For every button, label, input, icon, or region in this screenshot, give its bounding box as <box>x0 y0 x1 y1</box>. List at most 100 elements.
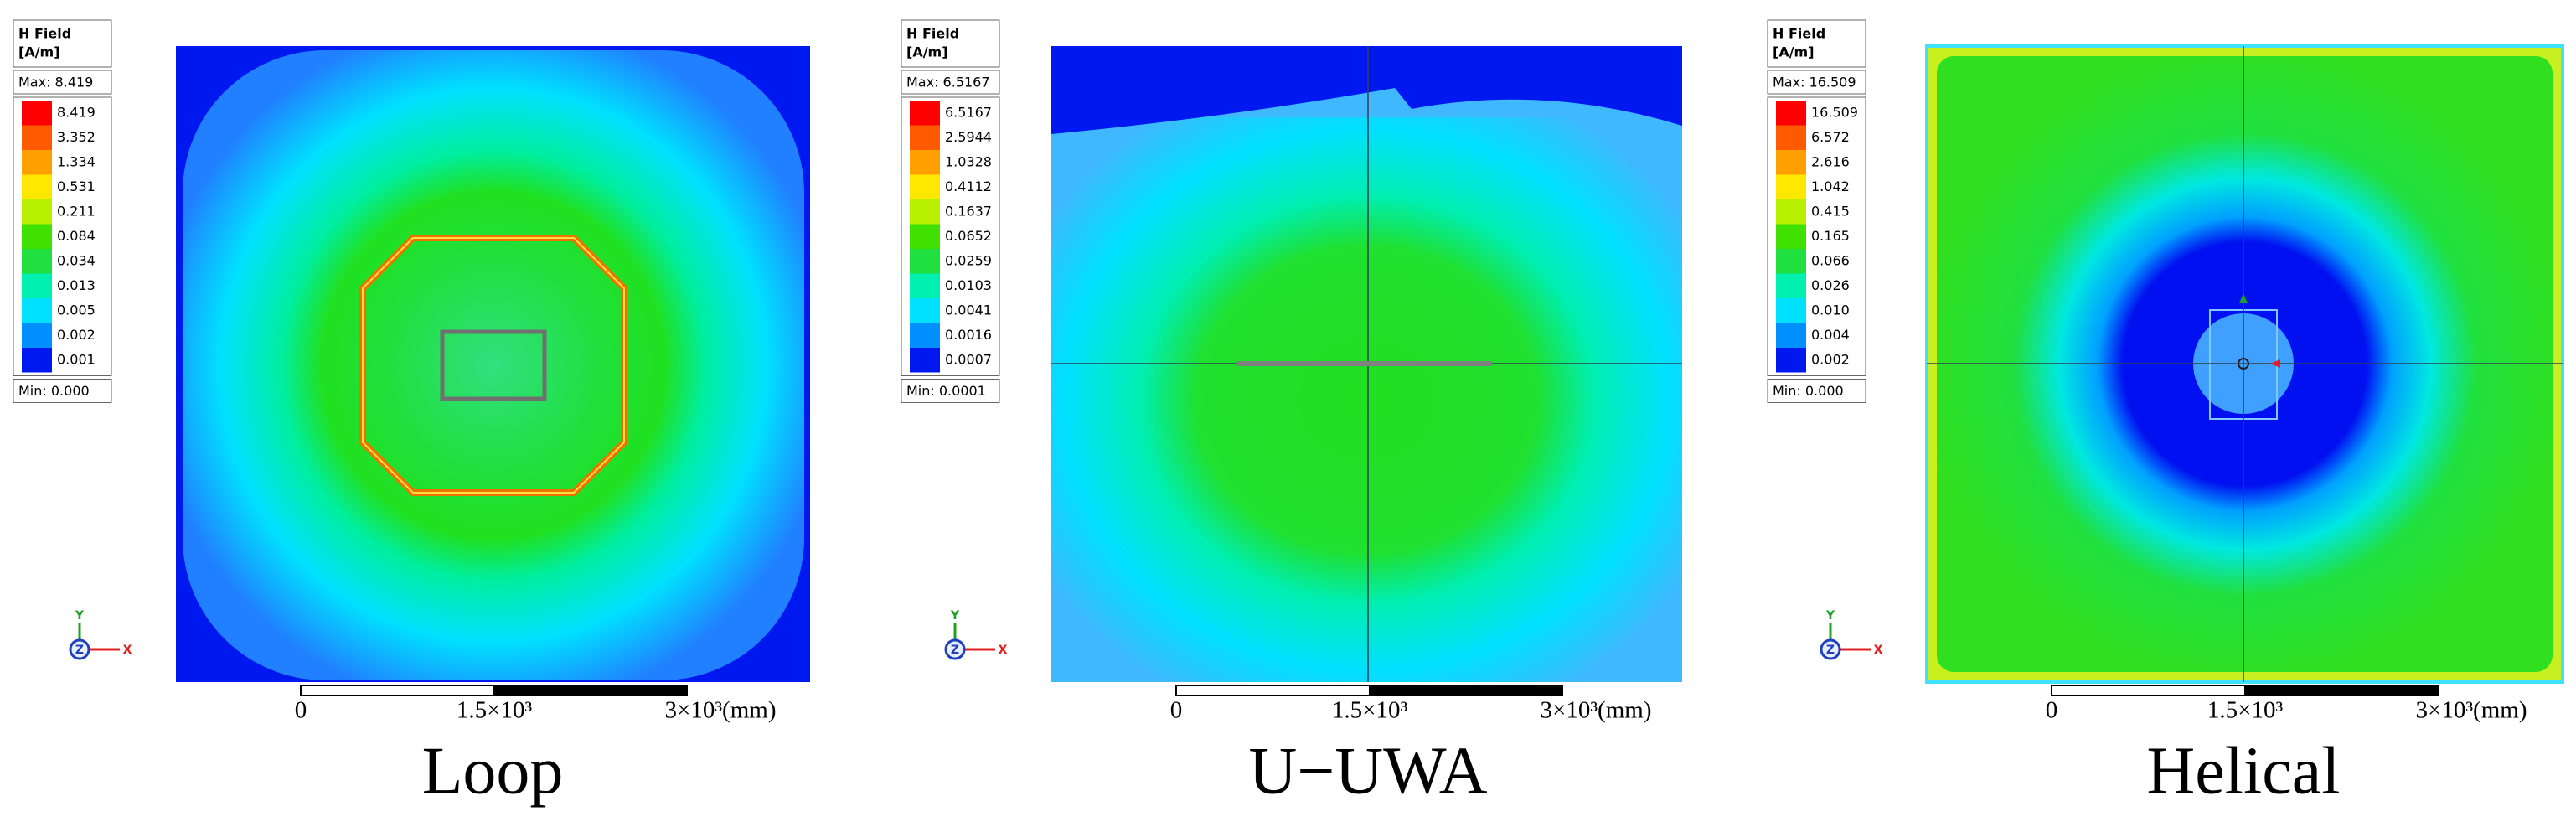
legend-level: 0.0016 <box>945 327 992 343</box>
legend-swatch <box>910 150 940 175</box>
legend-min: Min: 0.0001 <box>906 383 986 399</box>
legend-swatch <box>22 101 52 126</box>
legend-level: 0.4112 <box>945 178 992 194</box>
legend-max: Max: 16.509 <box>1773 75 1856 90</box>
legend-level: 0.0652 <box>945 228 992 244</box>
legend-level: 1.0328 <box>945 153 992 169</box>
legend-min-box <box>1767 379 1866 403</box>
legend-swatch <box>22 249 52 274</box>
legend-min: Min: 0.000 <box>1773 383 1844 399</box>
legend-level: 16.509 <box>1811 104 1858 120</box>
legend-level: 0.165 <box>1811 228 1850 244</box>
scale-label: 0 <box>2046 697 2058 724</box>
axis-label: X <box>123 644 132 657</box>
caption: U−UWA <box>1248 734 1487 808</box>
legend-level: 1.334 <box>57 153 96 169</box>
legend-swatch <box>910 199 940 225</box>
legend-level: 0.034 <box>57 252 96 268</box>
scale-bar-white <box>1175 685 1371 696</box>
legend-level: 0.1637 <box>945 203 992 219</box>
legend-swatch <box>910 323 940 348</box>
legend-swatch <box>22 323 52 348</box>
legend-swatch <box>1776 249 1806 274</box>
field-plot <box>1051 46 1682 682</box>
legend-swatch <box>910 174 940 199</box>
legend-max-box <box>1767 70 1866 95</box>
legend-unit: [A/m] <box>906 44 948 60</box>
scale-label: 0 <box>295 697 307 724</box>
legend-max-box <box>13 70 112 95</box>
axis-label: X <box>1874 644 1883 657</box>
field-plot <box>1925 44 2564 684</box>
legend-header <box>13 19 112 68</box>
legend-swatch <box>1776 273 1806 298</box>
legend-level: 0.211 <box>57 203 96 219</box>
legend-unit: [A/m] <box>1773 44 1815 60</box>
legend-swatch <box>1776 150 1806 175</box>
legend: H Field [A/m] Max: 16.509 16.509 6.572 2.616 1… <box>1767 19 1866 403</box>
legend-level: 0.066 <box>1811 252 1850 268</box>
scale-label: 3×10³(mm) <box>1541 697 1652 724</box>
legend-level: 3.352 <box>57 129 96 145</box>
legend-level: 0.084 <box>57 228 96 244</box>
legend: H Field [A/m] Max: 6.5167 6.5167 2.5944 1.032… <box>901 19 1000 403</box>
legend-level: 6.5167 <box>945 104 992 120</box>
legend-swatch <box>910 101 940 126</box>
legend-swatch <box>22 273 52 298</box>
legend: H Field [A/m] Max: 8.419 8.419 3.352 1.334 0.5… <box>13 19 112 403</box>
scale-bar-black <box>2244 685 2439 696</box>
legend-swatch <box>910 348 940 373</box>
legend-swatch <box>910 249 940 274</box>
axis-label: X <box>999 644 1008 657</box>
scale-label: 3×10³(mm) <box>2416 697 2527 724</box>
axis-label: Y <box>950 609 960 623</box>
legend-level: 0.026 <box>1811 277 1850 293</box>
legend-level: 0.0041 <box>945 302 992 318</box>
axis-label: Z <box>951 644 959 657</box>
panel: H Field [A/m] Max: 8.419 8.419 3.352 1.334 0.5… <box>13 19 777 808</box>
scale-label: 1.5×10³ <box>1332 697 1408 724</box>
scale-label: 1.5×10³ <box>457 697 533 724</box>
legend-min-box <box>901 379 1000 403</box>
axis-label: Z <box>75 644 84 657</box>
legend-swatch <box>910 224 940 249</box>
legend-swatch <box>22 298 52 323</box>
legend-level: 0.415 <box>1811 203 1850 219</box>
legend-max: Max: 8.419 <box>18 75 93 90</box>
scale-label: 3×10³(mm) <box>665 697 777 724</box>
axis-z <box>69 638 90 660</box>
legend-title: H Field <box>18 26 71 42</box>
legend-unit: [A/m] <box>18 44 60 60</box>
legend-swatch <box>910 125 940 150</box>
field-plot <box>176 46 810 682</box>
legend-level: 6.572 <box>1811 129 1850 145</box>
legend-level: 0.002 <box>1811 351 1850 367</box>
legend-header <box>1767 19 1866 68</box>
legend-level: 0.005 <box>57 302 96 318</box>
legend-min: Min: 0.000 <box>18 383 90 399</box>
legend-level: 0.0103 <box>945 277 992 293</box>
legend-swatch <box>1776 125 1806 150</box>
legend-level: 0.531 <box>57 178 96 194</box>
axis-label: Y <box>75 609 85 623</box>
legend-swatch <box>1776 224 1806 249</box>
legend-swatch <box>910 298 940 323</box>
legend-swatch <box>22 199 52 225</box>
caption: Loop <box>422 734 564 808</box>
legend-swatch <box>22 224 52 249</box>
legend-level: 0.010 <box>1811 302 1850 318</box>
panel: H Field [A/m] Max: 16.509 16.509 6.572 2.616 1… <box>1767 19 2527 808</box>
legend-level: 0.0259 <box>945 252 992 268</box>
legend-swatch <box>22 174 52 199</box>
legend-swatch <box>1776 323 1806 348</box>
legend-level: 8.419 <box>57 104 96 120</box>
axis-z <box>944 638 966 660</box>
legend-level: 2.616 <box>1811 153 1850 169</box>
legend-swatch <box>1776 101 1806 126</box>
legend-swatch <box>1776 348 1806 373</box>
axis-label: Y <box>1825 609 1835 623</box>
legend-level: 1.042 <box>1811 178 1850 194</box>
legend-level: 0.013 <box>57 277 96 293</box>
scale-bar-white <box>2051 685 2246 696</box>
scale-bar-white <box>300 685 495 696</box>
